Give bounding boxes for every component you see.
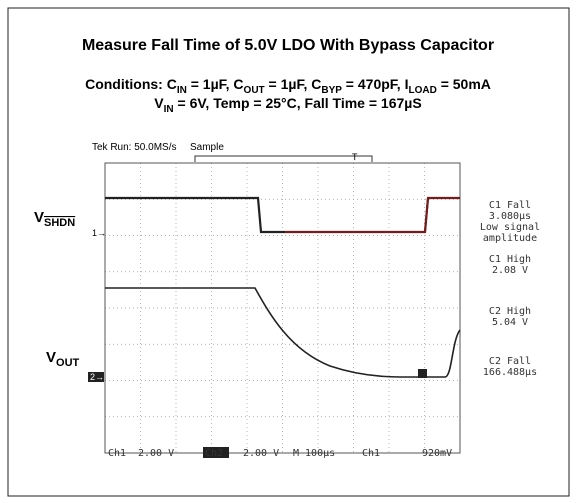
text-run: Conditions: C xyxy=(85,76,177,92)
text-run: = 50mA xyxy=(437,76,491,92)
ch1-marker: 1→ xyxy=(92,228,106,238)
scope-run: Tek Run: 50.0MS/s xyxy=(92,142,176,153)
footer-label: Ch1 xyxy=(108,448,126,459)
subscript: IN xyxy=(164,104,174,115)
measurement: C1 Fall xyxy=(489,200,531,211)
ch2-waveform xyxy=(105,287,461,378)
measurement: C2 Fall xyxy=(489,356,531,367)
measurement: C2 High xyxy=(489,306,531,317)
text-run: V xyxy=(154,95,164,111)
title: Measure Fall Time of 5.0V LDO With Bypas… xyxy=(82,37,494,54)
text-run: = 1µF, C xyxy=(187,76,244,92)
record-bracket xyxy=(194,155,373,162)
frame xyxy=(7,7,570,497)
measurement: 166.488µs xyxy=(483,367,537,378)
ch1-overlay xyxy=(285,197,460,233)
footer-label: 920mV xyxy=(422,448,452,459)
ch1-label-sub: SHDN xyxy=(44,217,75,229)
ch2-label-main: V xyxy=(46,349,56,366)
ch1-label: VSHDN xyxy=(34,209,75,229)
cursor-marker xyxy=(418,369,427,378)
ch2-marker: 2→ xyxy=(90,372,104,382)
footer-label: Ch1 xyxy=(362,448,380,459)
footer-label: M 100µs xyxy=(293,448,335,459)
measurement: amplitude xyxy=(483,233,537,244)
scope-footer: Ch1 2.00 V Ch2 2.00 V M 100µs Ch1 920mV xyxy=(108,447,452,459)
ch2-label: VOUT xyxy=(46,349,80,369)
scope-border xyxy=(104,162,461,454)
measurement: 2.08 V xyxy=(492,265,528,276)
text-run: = 470pF, I xyxy=(342,76,409,92)
subscript: OUT xyxy=(244,85,265,96)
footer-label: 2.00 V xyxy=(138,448,174,459)
ch1-label-main: V xyxy=(34,209,44,226)
trigger-marker: T xyxy=(352,152,358,162)
scope-grid xyxy=(105,163,460,453)
subscript: LOAD xyxy=(408,85,436,96)
footer-label: 2.00 V xyxy=(243,448,279,459)
measurement: 5.04 V xyxy=(492,317,528,328)
ch2-marker-bg xyxy=(88,372,104,382)
conditions-line2: VIN = 6V, Temp = 25°C, Fall Time = 167µS xyxy=(154,95,421,115)
footer-label: Ch2 xyxy=(205,448,223,459)
measurement: Low signal xyxy=(480,222,540,233)
measurement: 3.080µs xyxy=(489,211,531,222)
conditions-line1: Conditions: CIN = 1µF, COUT = 1µF, CBYP … xyxy=(85,76,491,96)
text-run: = 1µF, C xyxy=(265,76,322,92)
ch2-badge xyxy=(203,447,229,458)
subscript: BYP xyxy=(321,85,342,96)
text-run: = 6V, Temp = 25°C, Fall Time = 167µS xyxy=(174,95,422,111)
subscript: IN xyxy=(177,85,187,96)
scope-mode: Sample xyxy=(190,142,224,153)
measurement: C1 High xyxy=(489,254,531,265)
ch2-label-sub: OUT xyxy=(56,357,80,369)
